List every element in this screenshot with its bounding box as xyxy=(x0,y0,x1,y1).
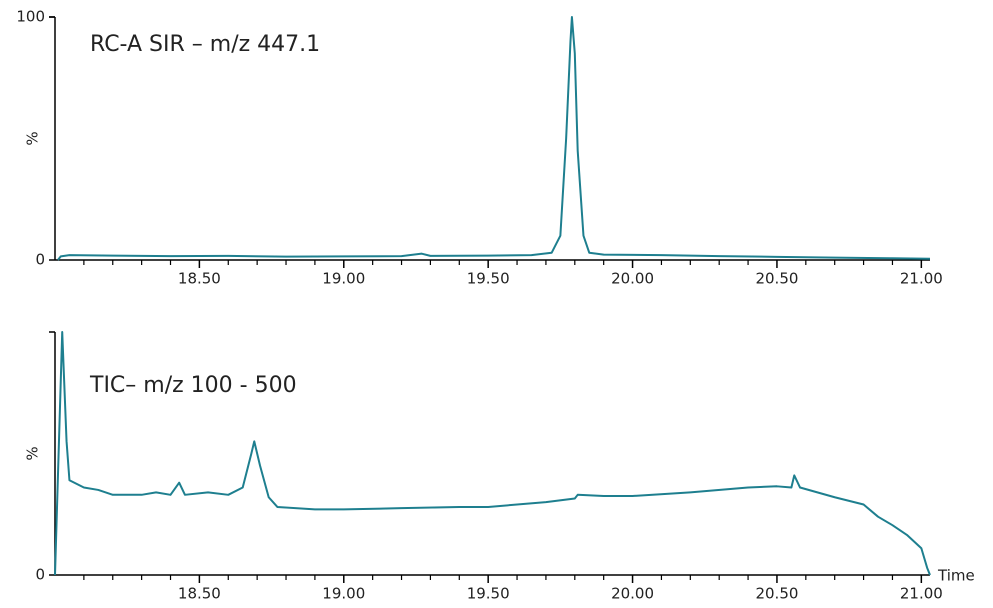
y-tick-label: 0 xyxy=(35,566,45,584)
y-tick-label: 0 xyxy=(35,251,45,269)
x-tick-label: 19.50 xyxy=(467,585,510,603)
x-tick-label: 19.50 xyxy=(467,270,510,288)
y-axis-label: % xyxy=(24,446,42,460)
x-tick-label: 18.50 xyxy=(178,585,221,603)
trace xyxy=(54,331,931,576)
chart-title: TIC– m/z 100 - 500 xyxy=(89,373,297,398)
x-tick-label: 20.00 xyxy=(611,585,654,603)
chart-title: RC-A SIR – m/z 447.1 xyxy=(90,32,320,57)
x-tick-label: 19.00 xyxy=(322,585,365,603)
x-tick-label: 20.50 xyxy=(755,270,798,288)
y-tick-label: 100 xyxy=(16,8,45,26)
y-axis-label: % xyxy=(24,131,42,145)
x-tick-label: 18.50 xyxy=(178,270,221,288)
x-tick-label: 21.00 xyxy=(900,270,943,288)
x-axis-label: Time xyxy=(937,567,975,585)
x-tick-label: 20.50 xyxy=(755,585,798,603)
trace xyxy=(57,16,931,261)
x-tick-label: 19.00 xyxy=(322,270,365,288)
x-tick-label: 21.00 xyxy=(900,585,943,603)
x-tick-label: 20.00 xyxy=(611,270,654,288)
